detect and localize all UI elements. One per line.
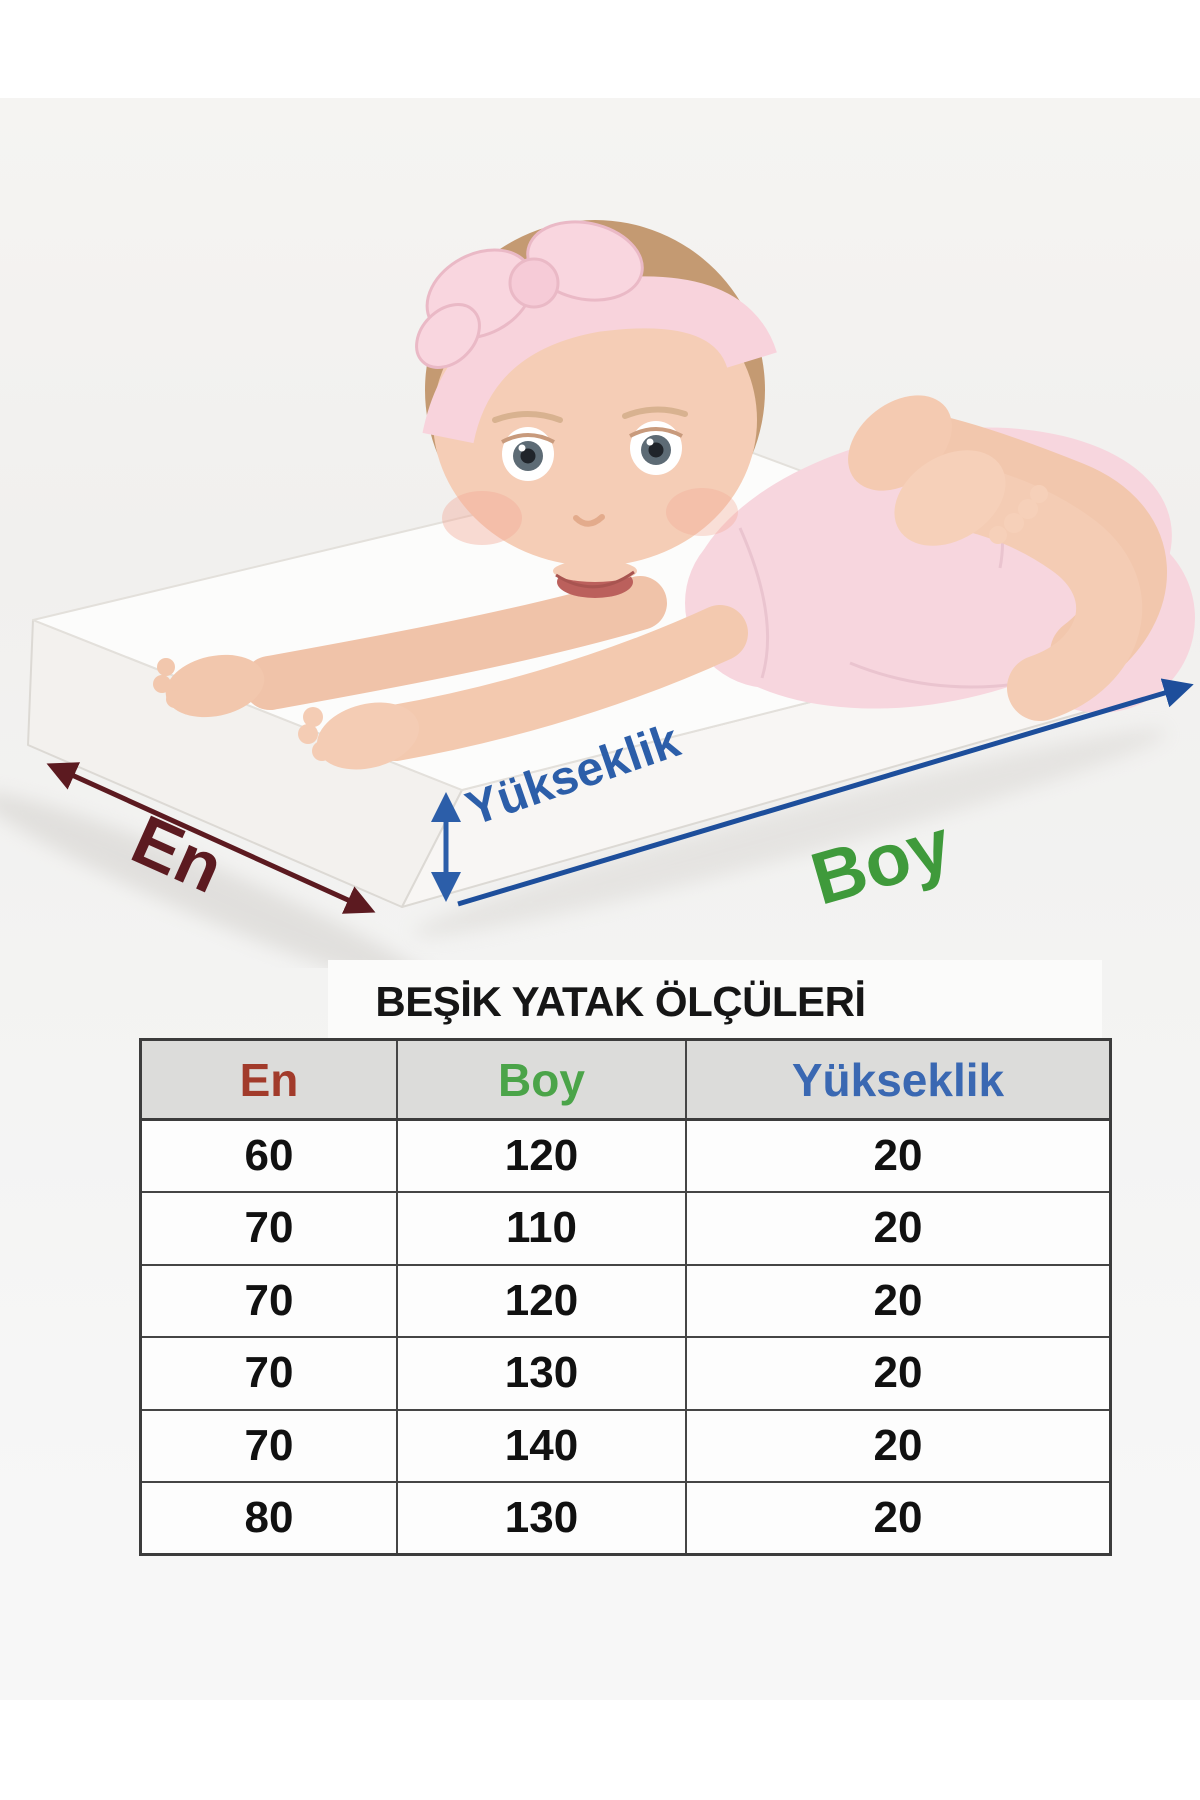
header-yukseklik: Yükseklik [685,1038,1112,1121]
table-cell: 20 [685,1118,1112,1193]
baby [153,220,1195,770]
table-cell: 20 [685,1408,1112,1483]
table-cell: 110 [396,1191,687,1266]
table-cell: 120 [396,1118,687,1193]
table-cell: 20 [685,1481,1112,1556]
table-cell: 20 [685,1191,1112,1266]
baby-hand-far [165,654,265,718]
table-cell: 120 [396,1263,687,1338]
headband-bow [415,220,644,369]
en-arrow [46,762,376,914]
header-en: En [139,1038,398,1121]
table-header-row: En Boy Yükseklik [139,1038,1112,1121]
baby-foot-near [894,450,1006,546]
baby-head [415,220,777,598]
header-boy: Boy [396,1038,687,1121]
baby-headband [422,276,777,444]
table-cell: 20 [685,1336,1112,1411]
table-cell: 70 [139,1336,398,1411]
mattress-size-table: En Boy Yükseklik 60 120 20 70 110 20 70 … [139,1038,1112,1556]
table-cell: 70 [139,1191,398,1266]
boy-arrow [457,678,1194,907]
table-row: 70 140 20 [139,1408,1112,1483]
table-cell: 20 [685,1263,1112,1338]
baby-arms [153,576,748,770]
table-row: 70 110 20 [139,1191,1112,1266]
table-row: 70 120 20 [139,1263,1112,1338]
table-cell: 60 [139,1118,398,1193]
table-cell: 140 [396,1408,687,1483]
title-band [328,960,1102,1039]
table-cell: 70 [139,1263,398,1338]
table-row: 70 130 20 [139,1336,1112,1411]
table-cell: 80 [139,1481,398,1556]
table-cell: 130 [396,1481,687,1556]
baby-hand-near [316,702,420,770]
table-cell: 130 [396,1336,687,1411]
baby-mattress-illustration: En Yükseklik Boy [0,220,1195,968]
table-title: BEŞİK YATAK ÖLÇÜLERİ [375,978,866,1025]
baby-face-features [442,406,738,598]
table-row: 60 120 20 [139,1118,1112,1193]
baby-legs [848,395,1167,721]
baby-nose [573,514,605,527]
table-row: 80 130 20 [139,1481,1112,1556]
table-cell: 70 [139,1408,398,1483]
